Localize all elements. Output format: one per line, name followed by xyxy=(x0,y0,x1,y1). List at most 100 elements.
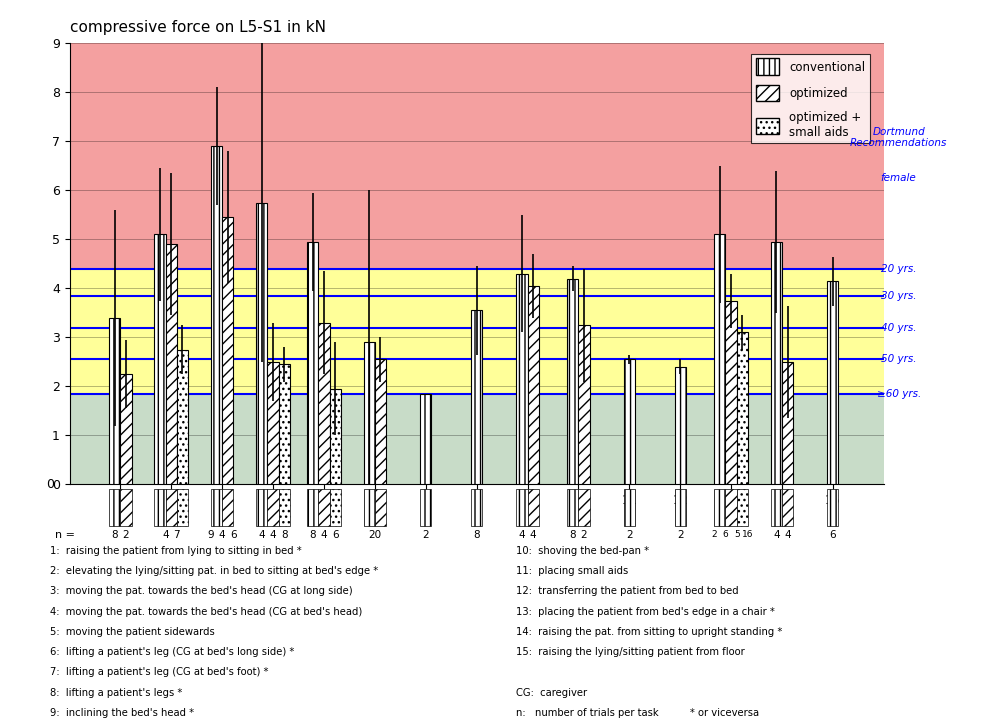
Text: 14:  raising the pat. from sitting to upright standing *: 14: raising the pat. from sitting to upr… xyxy=(516,627,782,637)
Bar xyxy=(70,43,884,269)
Text: 4:  moving the pat. towards the bed's head (CG at bed's head): 4: moving the pat. towards the bed's hea… xyxy=(50,607,361,617)
Bar xyxy=(578,325,590,484)
Bar xyxy=(177,489,188,526)
Text: 8: 8 xyxy=(281,530,288,540)
Bar xyxy=(319,489,330,526)
Text: 4: 4 xyxy=(218,530,225,540)
Bar xyxy=(420,394,431,484)
Bar xyxy=(527,489,539,526)
Text: 6: 6 xyxy=(829,530,836,540)
Bar xyxy=(256,489,267,526)
Text: 4: 4 xyxy=(518,530,525,540)
Bar xyxy=(177,350,188,484)
Bar xyxy=(674,489,686,526)
Bar xyxy=(737,333,748,484)
Bar xyxy=(222,489,233,526)
Text: 10:  shoving the bed-pan *: 10: shoving the bed-pan * xyxy=(516,546,649,556)
Text: 3:  moving the pat. towards the bed's head (CG at long side): 3: moving the pat. towards the bed's hea… xyxy=(50,586,353,596)
Text: 5: 5 xyxy=(734,530,740,539)
Bar xyxy=(737,489,748,526)
Bar xyxy=(211,146,222,484)
Text: ≥60 yrs.: ≥60 yrs. xyxy=(877,389,921,399)
Bar xyxy=(471,489,483,526)
Text: 7: 7 xyxy=(174,530,180,540)
Text: CG:  caregiver: CG: caregiver xyxy=(516,688,588,698)
Text: 12:  transferring the patient from bed to bed: 12: transferring the patient from bed to… xyxy=(516,586,739,596)
Text: n:   number of trials per task          * or viceversa: n: number of trials per task * or viceve… xyxy=(516,708,760,718)
Text: 8: 8 xyxy=(474,530,480,540)
Bar xyxy=(155,489,166,526)
Text: 15:  raising the lying/sitting patient from floor: 15: raising the lying/sitting patient fr… xyxy=(516,647,745,657)
Bar xyxy=(109,318,120,484)
Text: Dortmund
Recommendations: Dortmund Recommendations xyxy=(850,127,947,148)
Text: 2: 2 xyxy=(123,530,129,540)
Bar xyxy=(363,489,374,526)
Bar xyxy=(166,244,177,484)
Bar xyxy=(70,269,884,394)
Bar xyxy=(374,359,386,484)
Bar xyxy=(256,202,267,484)
Text: 0: 0 xyxy=(47,478,55,491)
Bar xyxy=(109,489,120,526)
Text: 40 yrs.: 40 yrs. xyxy=(881,322,917,333)
Text: compressive force on L5-S1 in kN: compressive force on L5-S1 in kN xyxy=(70,20,326,35)
Text: 9: 9 xyxy=(208,530,214,540)
Bar xyxy=(222,218,233,484)
Bar xyxy=(211,489,222,526)
Bar xyxy=(307,489,319,526)
Bar xyxy=(674,367,686,484)
Bar xyxy=(567,489,578,526)
Text: 4: 4 xyxy=(321,530,328,540)
Text: 50 yrs.: 50 yrs. xyxy=(881,354,917,364)
Bar xyxy=(781,489,793,526)
Bar xyxy=(714,234,726,484)
Text: 20: 20 xyxy=(368,530,381,540)
Text: 2:  elevating the lying/sitting pat. in bed to sitting at bed's edge *: 2: elevating the lying/sitting pat. in b… xyxy=(50,566,378,576)
Text: 4: 4 xyxy=(774,530,780,540)
Bar xyxy=(307,241,319,484)
Text: 20 yrs.: 20 yrs. xyxy=(881,264,917,274)
Text: 4: 4 xyxy=(258,530,265,540)
Text: female: female xyxy=(881,173,917,183)
Bar xyxy=(330,389,341,484)
Text: 2: 2 xyxy=(581,530,587,540)
Text: 2: 2 xyxy=(422,530,429,540)
Bar xyxy=(330,489,341,526)
Text: 4: 4 xyxy=(784,530,790,540)
Text: 6: 6 xyxy=(230,530,236,540)
Text: 5:  moving the patient sidewards: 5: moving the patient sidewards xyxy=(50,627,214,637)
Text: 13:  placing the patient from bed's edge in a chair *: 13: placing the patient from bed's edge … xyxy=(516,607,776,617)
Bar xyxy=(120,489,132,526)
Bar xyxy=(166,489,177,526)
Bar xyxy=(267,489,279,526)
Text: 11:  placing small aids: 11: placing small aids xyxy=(516,566,629,576)
Text: 2: 2 xyxy=(626,530,633,540)
Bar xyxy=(827,489,838,526)
Bar xyxy=(781,362,793,484)
Text: 16: 16 xyxy=(742,530,754,539)
Bar xyxy=(471,310,483,484)
Bar xyxy=(279,489,290,526)
Bar xyxy=(578,489,590,526)
Text: 8: 8 xyxy=(570,530,576,540)
Text: 7:  lifting a patient's leg (CG at bed's foot) *: 7: lifting a patient's leg (CG at bed's … xyxy=(50,667,268,677)
Bar xyxy=(155,234,166,484)
Text: 6:  lifting a patient's leg (CG at bed's long side) *: 6: lifting a patient's leg (CG at bed's … xyxy=(50,647,294,657)
Bar xyxy=(771,241,782,484)
Bar xyxy=(420,489,431,526)
Bar xyxy=(70,394,884,484)
Text: 4: 4 xyxy=(270,530,276,540)
Text: 4: 4 xyxy=(163,530,169,540)
Bar xyxy=(726,489,737,526)
Bar xyxy=(516,489,527,526)
Bar xyxy=(624,359,635,484)
Bar xyxy=(120,375,132,484)
Bar xyxy=(267,362,279,484)
Text: 1:  raising the patient from lying to sitting in bed *: 1: raising the patient from lying to sit… xyxy=(50,546,302,556)
Text: 4: 4 xyxy=(530,530,536,540)
Bar xyxy=(363,342,374,484)
Text: 8: 8 xyxy=(111,530,118,540)
Text: 2: 2 xyxy=(677,530,683,540)
Bar xyxy=(516,274,527,484)
Text: 30 yrs.: 30 yrs. xyxy=(881,291,917,301)
